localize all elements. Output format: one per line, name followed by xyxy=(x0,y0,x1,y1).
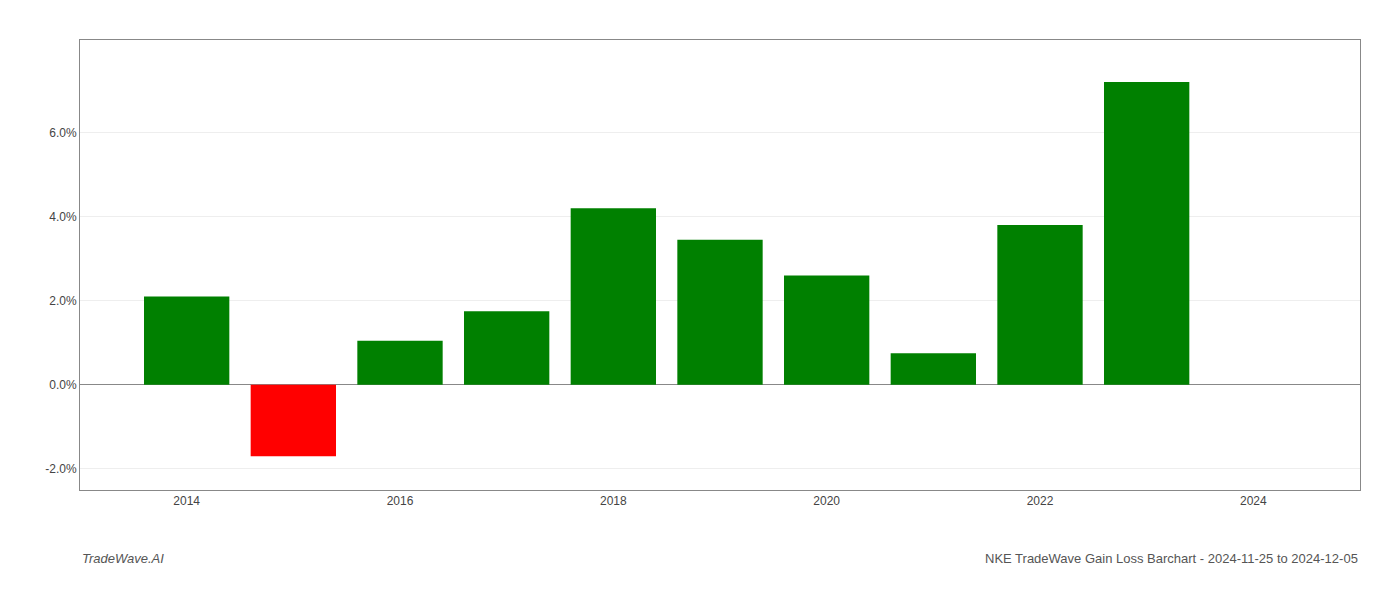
svg-text:NKE TradeWave Gain Loss Barcha: NKE TradeWave Gain Loss Barchart - 2024-… xyxy=(985,551,1358,566)
svg-text:2018: 2018 xyxy=(600,494,627,508)
svg-text:4.0%: 4.0% xyxy=(49,210,77,224)
svg-text:TradeWave.AI: TradeWave.AI xyxy=(82,551,164,566)
svg-text:2022: 2022 xyxy=(1027,494,1054,508)
svg-text:6.0%: 6.0% xyxy=(49,126,77,140)
svg-text:2024: 2024 xyxy=(1240,494,1267,508)
svg-text:-2.0%: -2.0% xyxy=(45,462,77,476)
svg-text:2020: 2020 xyxy=(813,494,840,508)
svg-text:2.0%: 2.0% xyxy=(49,294,77,308)
svg-text:0.0%: 0.0% xyxy=(49,378,77,392)
svg-text:2016: 2016 xyxy=(387,494,414,508)
svg-text:2014: 2014 xyxy=(173,494,200,508)
